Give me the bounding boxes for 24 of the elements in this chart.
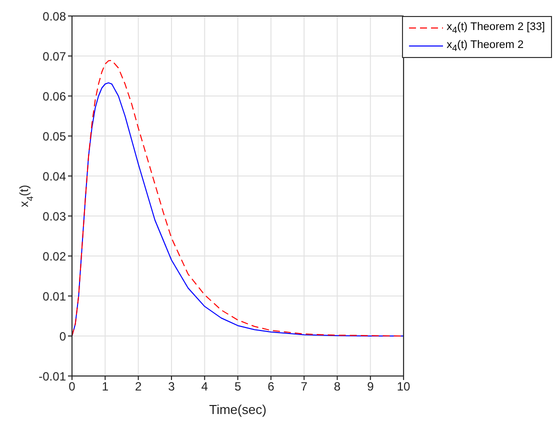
legend-label: x$_{4}$(t) Theorem 2 [33] [446, 20, 545, 36]
x-tick-label: 5 [234, 380, 242, 394]
y-tick-label: 0.06 [42, 89, 66, 104]
x-tick-label: 10 [396, 380, 411, 394]
y-tick-label: 0.05 [42, 129, 66, 144]
x-tick-label: 2 [134, 380, 142, 394]
x-tick-label: 8 [334, 380, 341, 394]
y-tick-label: 0.01 [42, 289, 66, 304]
x-tick-label: 1 [102, 380, 109, 394]
y-tick-label: 0.04 [42, 169, 66, 184]
x-axis-title: Time(sec) [209, 402, 266, 417]
legend-label: x$_{4}$(t) Theorem 2 [446, 38, 524, 54]
x-tick-label: 9 [367, 380, 374, 394]
x-tick-label: 7 [300, 380, 308, 394]
x-tick-label: 3 [168, 380, 176, 394]
x-tick-label: 6 [268, 380, 275, 394]
y-tick-label: 0.07 [42, 49, 66, 64]
x-tick-label: 4 [201, 380, 208, 394]
y-tick-label: 0.03 [42, 209, 66, 224]
y-tick-label: 0 [59, 329, 66, 344]
y-tick-label: -0.01 [38, 369, 66, 384]
y-tick-label: 0.08 [42, 9, 66, 24]
y-tick-label: 0.02 [42, 249, 66, 264]
x-tick-label: 0 [68, 380, 76, 394]
